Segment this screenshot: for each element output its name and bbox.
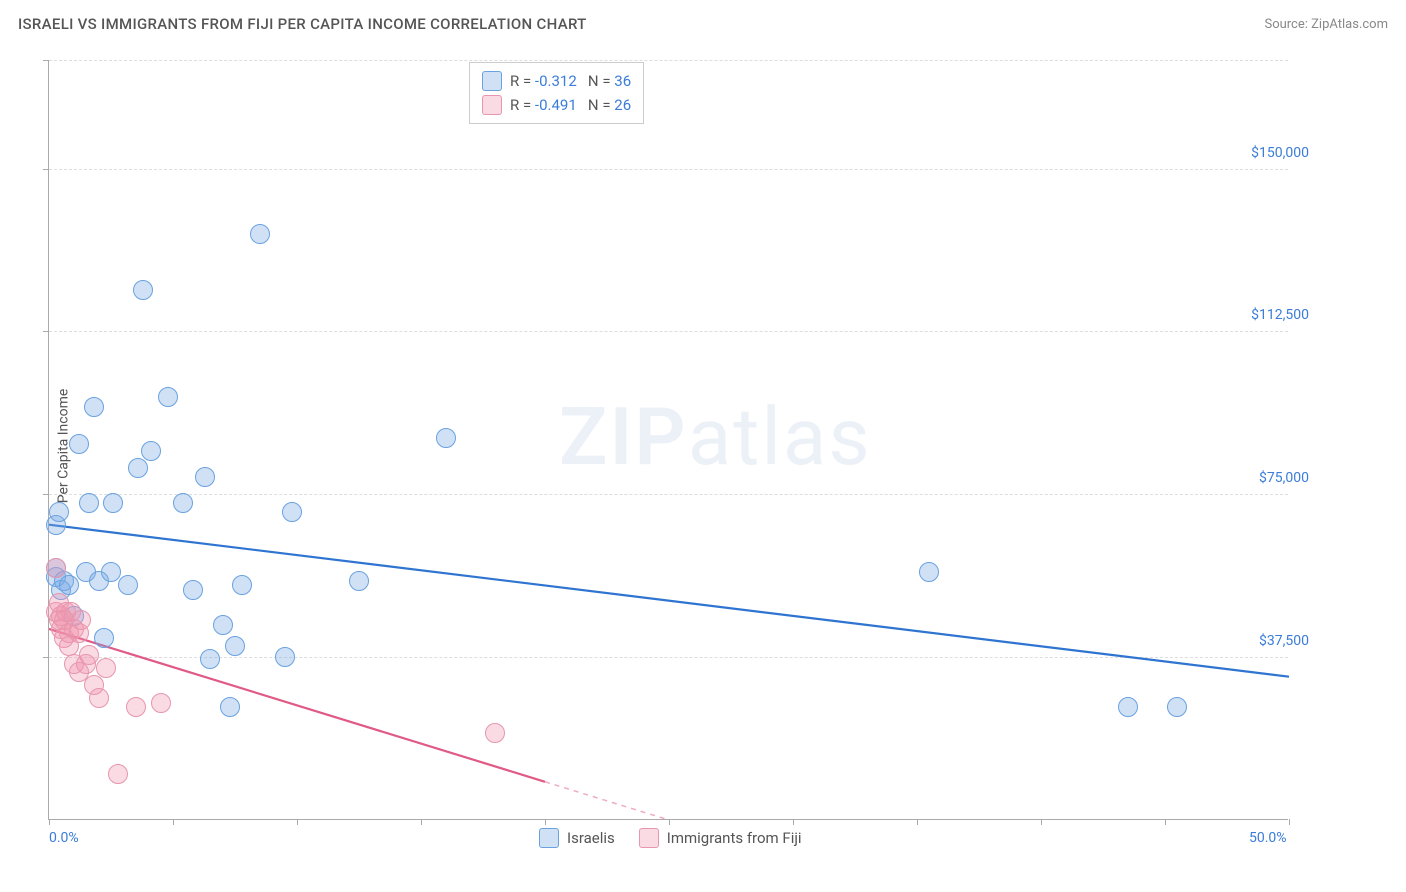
data-point xyxy=(213,615,233,635)
data-point xyxy=(232,575,252,595)
data-point xyxy=(84,397,104,417)
chart-title: ISRAELI VS IMMIGRANTS FROM FIJI PER CAPI… xyxy=(18,15,587,33)
data-point xyxy=(183,580,203,600)
data-point xyxy=(71,610,91,630)
data-point xyxy=(96,658,116,678)
data-point xyxy=(349,571,369,591)
data-point xyxy=(220,697,240,717)
legend-label: Immigrants from Fiji xyxy=(667,829,802,847)
legend-swatch xyxy=(639,828,659,848)
legend-label: Israelis xyxy=(567,829,615,847)
legend-swatch xyxy=(482,95,502,115)
data-point xyxy=(225,636,245,656)
data-point xyxy=(282,502,302,522)
legend-swatch xyxy=(482,71,502,91)
data-point xyxy=(89,688,109,708)
data-point xyxy=(108,764,128,784)
data-point xyxy=(919,562,939,582)
correlation-legend: R = -0.312 N = 36R = -0.491 N = 26 xyxy=(469,62,644,124)
trend-line-extrapolated xyxy=(545,782,669,820)
chart-header: ISRAELI VS IMMIGRANTS FROM FIJI PER CAPI… xyxy=(0,0,1406,44)
data-point xyxy=(101,562,121,582)
legend-item: Immigrants from Fiji xyxy=(639,828,802,848)
legend-row: R = -0.491 N = 26 xyxy=(482,93,631,117)
data-point xyxy=(49,502,69,522)
data-point xyxy=(69,434,89,454)
data-point xyxy=(436,428,456,448)
scatter-chart: ZIPatlas $37,500$75,000$112,500$150,0000… xyxy=(48,60,1288,820)
data-point xyxy=(141,441,161,461)
data-point xyxy=(79,645,99,665)
series-legend: Israelis Immigrants from Fiji xyxy=(539,828,802,848)
legend-row: R = -0.312 N = 36 xyxy=(482,69,631,93)
data-point xyxy=(195,467,215,487)
data-point xyxy=(250,224,270,244)
x-tick-label: 50.0% xyxy=(1249,830,1287,846)
data-point xyxy=(200,649,220,669)
data-point xyxy=(1167,697,1187,717)
data-point xyxy=(151,693,171,713)
legend-swatch xyxy=(539,828,559,848)
data-point xyxy=(94,628,114,648)
data-point xyxy=(126,697,146,717)
data-point xyxy=(128,458,148,478)
source-attribution: Source: ZipAtlas.com xyxy=(1264,17,1388,32)
data-point xyxy=(1118,697,1138,717)
trend-line xyxy=(49,629,545,782)
data-point xyxy=(275,647,295,667)
data-point xyxy=(79,493,99,513)
data-point xyxy=(173,493,193,513)
data-point xyxy=(103,493,123,513)
legend-item: Israelis xyxy=(539,828,615,848)
data-point xyxy=(133,280,153,300)
data-point xyxy=(485,723,505,743)
x-tick-label: 0.0% xyxy=(49,830,79,846)
data-point xyxy=(118,575,138,595)
data-point xyxy=(46,558,66,578)
data-point xyxy=(158,387,178,407)
